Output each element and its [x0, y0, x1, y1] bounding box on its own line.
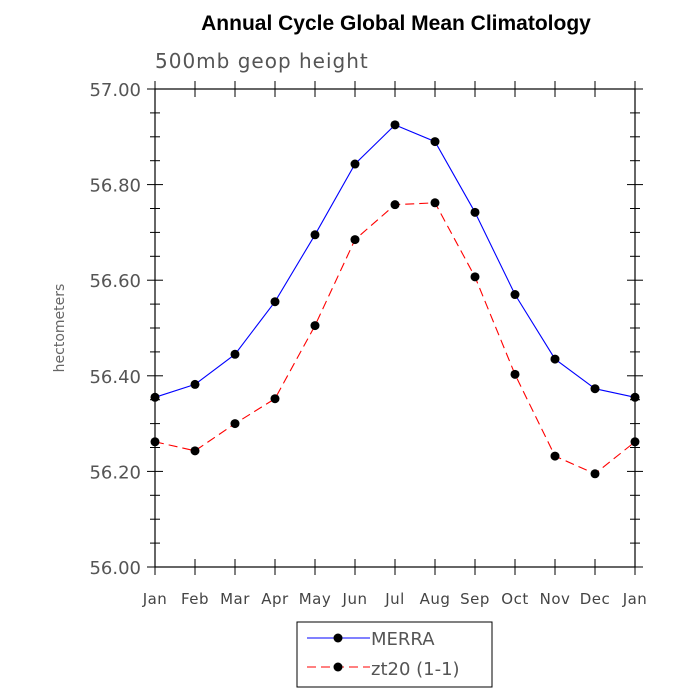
y-tick-label: 56.60	[89, 271, 141, 292]
y-tick-label: 56.80	[89, 176, 141, 197]
series-group	[150, 120, 640, 479]
y-tick-label: 56.20	[89, 462, 141, 483]
data-point-series-1	[350, 235, 360, 245]
data-point-series-1	[430, 198, 440, 208]
data-point-series-1	[510, 369, 520, 379]
legend-marker-zt20	[333, 662, 343, 672]
x-tick-label: Aug	[420, 590, 451, 608]
y-axis-label: hectometers	[52, 284, 68, 373]
data-point-series-1	[190, 446, 200, 456]
x-tick-label: Nov	[540, 590, 571, 608]
data-point-series-0	[510, 290, 520, 300]
x-tick-label: Jan	[142, 590, 168, 608]
x-tick-label: Jan	[622, 590, 648, 608]
data-point-series-1	[270, 394, 280, 404]
legend-marker-merra	[333, 633, 343, 643]
data-point-series-0	[470, 207, 480, 217]
data-point-series-0	[190, 379, 200, 389]
x-tick-label: Apr	[261, 590, 289, 608]
y-tick-label: 57.00	[89, 80, 141, 101]
x-tick-label: Mar	[220, 590, 250, 608]
x-tick-label: Jun	[342, 590, 368, 608]
legend-box	[296, 621, 493, 688]
chart-title: Annual Cycle Global Mean Climatology	[201, 12, 591, 35]
data-point-series-1	[550, 451, 560, 461]
data-point-series-0	[430, 137, 440, 147]
data-point-series-0	[350, 159, 360, 169]
series-line-0	[154, 124, 636, 398]
data-point-series-1	[230, 419, 240, 429]
data-point-series-1	[590, 469, 600, 479]
x-tick-label: Feb	[181, 590, 209, 608]
x-tick-label: May	[299, 590, 332, 608]
y-tick-labels: 56.00 56.20 56.40 56.60 56.80 57.00	[89, 80, 141, 579]
x-tick-label: Oct	[501, 590, 528, 608]
data-point-series-0	[390, 120, 400, 130]
y-tick-label: 56.40	[89, 367, 141, 388]
data-point-series-1	[390, 200, 400, 210]
chart-subtitle: 500mb geop height	[155, 49, 369, 73]
x-tick-label: Dec	[580, 590, 611, 608]
series-line-1	[154, 202, 636, 475]
data-point-series-0	[270, 297, 280, 307]
legend-label-zt20: zt20 (1-1)	[371, 659, 460, 680]
legend: MERRA zt20 (1-1)	[296, 621, 493, 688]
x-tick-label: Sep	[460, 590, 490, 608]
data-point-series-0	[550, 354, 560, 364]
axis-ticks	[147, 81, 643, 575]
data-point-series-1	[310, 321, 320, 331]
y-tick-label: 56.00	[89, 558, 141, 579]
data-point-series-0	[310, 230, 320, 240]
legend-label-merra: MERRA	[371, 629, 435, 650]
data-point-series-0	[230, 349, 240, 359]
x-tick-label: Jul	[384, 590, 405, 608]
data-point-series-1	[470, 272, 480, 282]
x-tick-labels: Jan Feb Mar Apr May Jun Jul Aug Sep Oct Nov Dec Jan	[142, 590, 648, 608]
plot-frame	[154, 88, 636, 568]
data-point-series-0	[590, 384, 600, 394]
